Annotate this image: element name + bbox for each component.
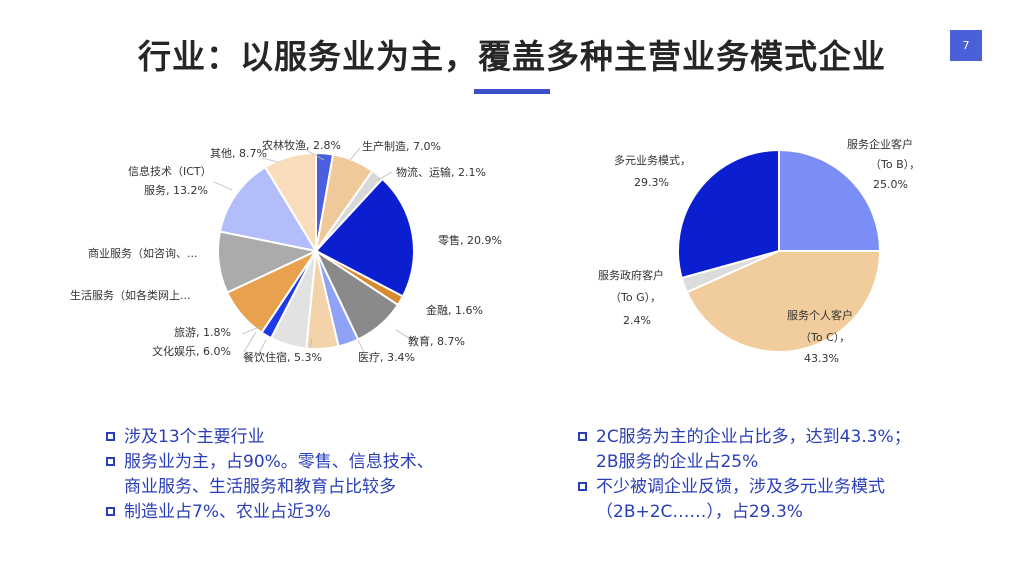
bullet-item: 涉及13个主要行业 (106, 425, 434, 450)
label-toc-2: （To C）， (800, 331, 850, 344)
industry-slice-3 (314, 177, 415, 298)
label-other: 其他, 8.7% (210, 147, 267, 160)
bullet-item: 服务业为主，占90%。零售、信息技术、 (106, 450, 434, 475)
label-tourism: 旅游, 1.8% (174, 325, 231, 339)
industry-slice-12 (218, 165, 319, 253)
bullet-continuation: （2B+2C……），占29.3% (596, 502, 803, 522)
label-agri: 农林牧渔, 2.8% (262, 138, 341, 152)
bullet-item: 制造业占7%、农业占近3% (106, 500, 434, 525)
label-culture: 文化娱乐, 6.0% (152, 344, 231, 358)
label-tob-1: 服务企业客户 (847, 137, 913, 151)
industry-pie (217, 151, 415, 350)
industry-slice-13 (263, 151, 317, 255)
left-bullets: 涉及13个主要行业 服务业为主，占90%。零售、信息技术、 商业服务、生活服务和… (106, 425, 434, 525)
business-model-pie (677, 148, 882, 353)
page-title: 行业：以服务业为主，覆盖多种主营业务模式企业 (138, 37, 886, 76)
checkbox-icon (106, 507, 115, 516)
label-manufacturing: 生产制造, 7.0% (362, 139, 441, 153)
label-tog-1: 服务政府客户 (598, 268, 664, 282)
label-logistics: 物流、运输, 2.1% (396, 165, 486, 179)
label-tog-3: 2.4% (623, 314, 651, 327)
bullet-continuation: 商业服务、生活服务和教育占比较多 (124, 477, 396, 497)
page-number: 7 (950, 30, 982, 61)
right-bullets: 2C服务为主的企业占比多，达到43.3%； 2B服务的企业占25% 不少被调企业… (578, 425, 911, 525)
label-tob-2: （To B）， (870, 158, 920, 171)
label-tog-2: （To G）， (610, 291, 661, 304)
checkbox-icon (578, 432, 587, 441)
label-education: 教育, 8.7% (408, 334, 465, 348)
label-life-services: 生活服务（如各类网上... (70, 288, 191, 302)
model-slice-1 (685, 250, 882, 353)
checkbox-icon (106, 457, 115, 466)
label-ict-line1: 信息技术（ICT） (128, 164, 212, 178)
title-underline (474, 89, 550, 94)
model-slice-3 (677, 148, 780, 280)
checkbox-icon (106, 432, 115, 441)
label-tob-3: 25.0% (873, 178, 908, 191)
leader-lines (213, 147, 413, 356)
label-multi-1: 多元业务模式， (614, 153, 691, 167)
bullet-item: 2C服务为主的企业占比多，达到43.3%； (578, 425, 911, 450)
label-business-services: 商业服务（如咨询、... (88, 246, 198, 260)
label-finance: 金融, 1.6% (426, 303, 483, 317)
label-toc-1: 服务个人客户 (787, 308, 853, 322)
model-slice-0 (778, 148, 882, 252)
bullet-continuation: 2B服务的企业占25% (596, 452, 759, 472)
bullet-item: 不少被调企业反馈，涉及多元业务模式 (578, 475, 911, 500)
label-toc-3: 43.3% (804, 352, 839, 365)
label-multi-2: 29.3% (634, 176, 669, 189)
label-retail: 零售, 20.9% (438, 233, 502, 247)
label-ict-line2: 服务, 13.2% (144, 184, 208, 197)
checkbox-icon (578, 482, 587, 491)
label-catering: 餐饮住宿, 5.3% (243, 350, 322, 364)
label-medical: 医疗, 3.4% (358, 350, 415, 364)
